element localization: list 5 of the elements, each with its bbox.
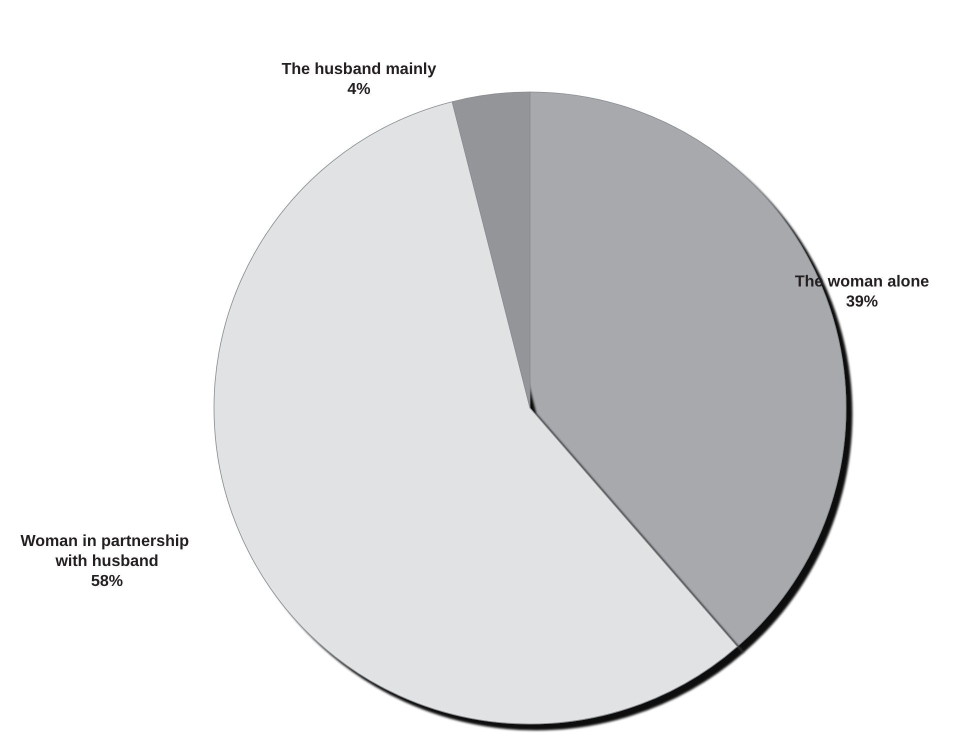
data-label: 4% [347,81,370,98]
slice-label: Woman in partnership with husband [20,532,194,570]
data-label: 58% [90,572,124,590]
data-label: 39% [846,294,878,311]
slice-label: The husband mainly [282,61,436,78]
